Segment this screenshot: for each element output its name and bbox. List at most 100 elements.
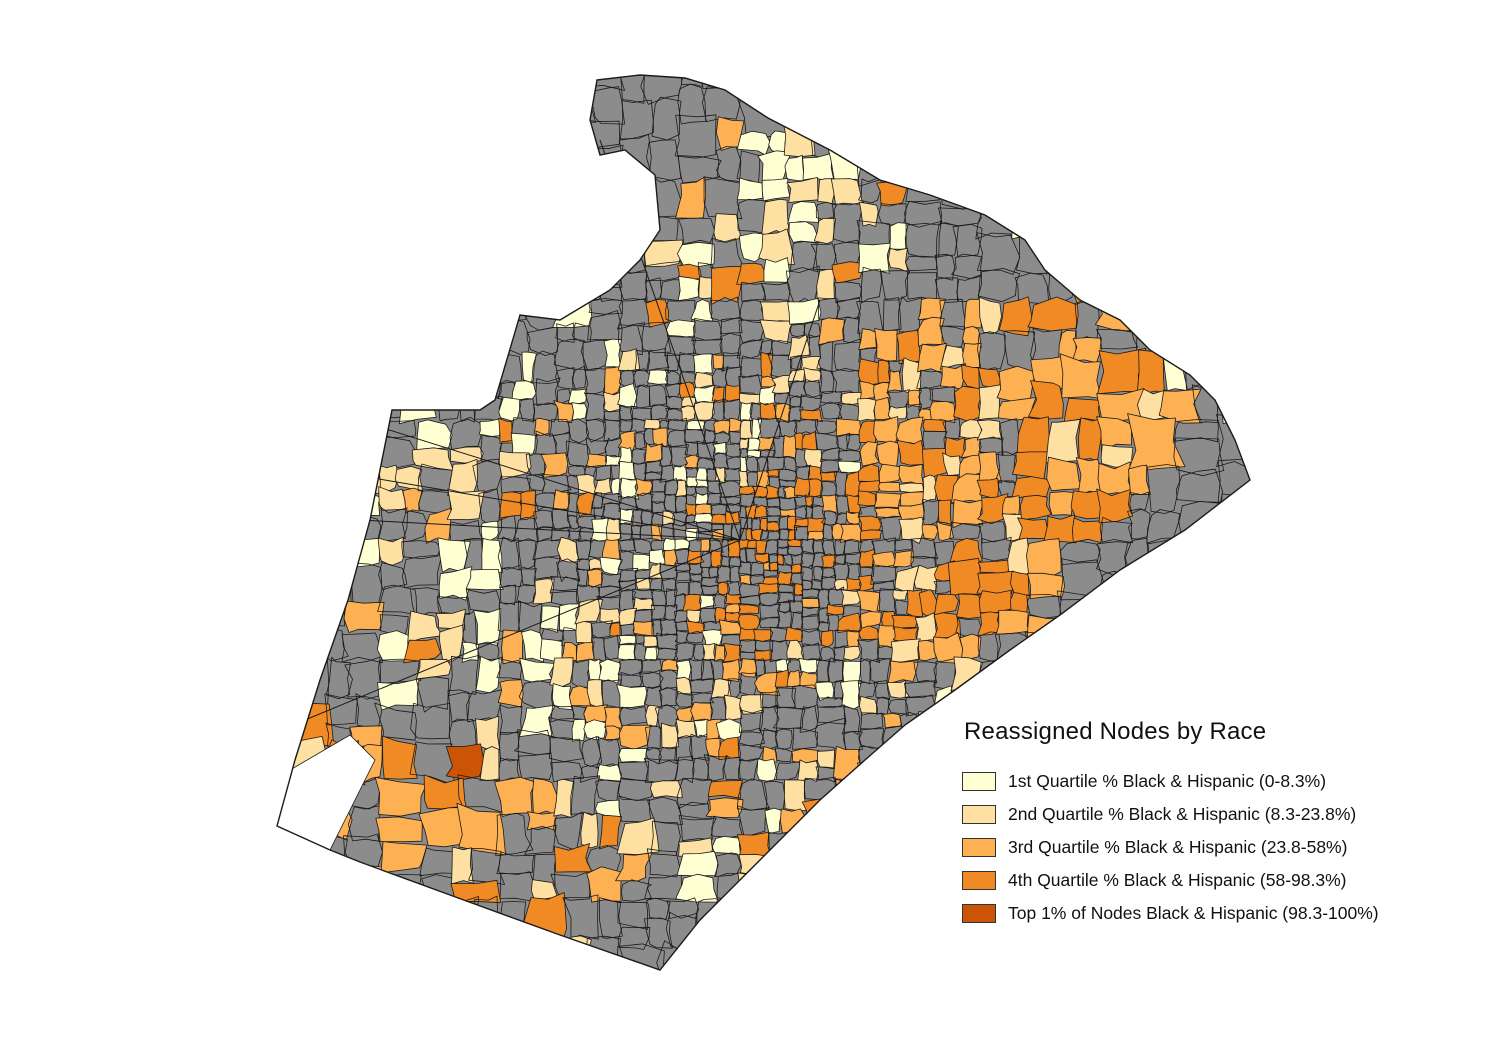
precinct-cell (349, 900, 380, 947)
precinct-cell (377, 678, 420, 711)
precinct-cell (821, 494, 838, 515)
precinct-cell (694, 485, 709, 496)
precinct-cell (601, 492, 622, 505)
precinct-cell (857, 761, 881, 782)
precinct-cell (827, 657, 844, 685)
legend-swatch (962, 871, 996, 890)
precinct-cell (759, 592, 781, 607)
precinct-cell (277, 932, 314, 965)
precinct-cell (808, 478, 822, 499)
precinct-cell (1002, 75, 1057, 116)
precinct-cell (949, 521, 981, 540)
precinct-cell (782, 75, 835, 84)
precinct-cell (1169, 101, 1223, 143)
precinct-cell (288, 420, 320, 449)
precinct-cell (480, 520, 499, 541)
precinct-cell (736, 338, 764, 359)
precinct-cell (783, 936, 827, 970)
precinct-cell (309, 370, 354, 425)
precinct-cell (788, 395, 802, 410)
precinct-cell (617, 901, 649, 930)
precinct-cell (712, 353, 724, 371)
precinct-cell (894, 538, 914, 552)
precinct-cell (1095, 597, 1132, 641)
precinct-cell (666, 897, 699, 919)
precinct-cell (543, 269, 579, 300)
precinct-cell (617, 926, 651, 950)
precinct-cell (759, 402, 776, 420)
precinct-cell (778, 601, 791, 613)
precinct-cell (620, 622, 637, 637)
precinct-cell (711, 513, 727, 525)
precinct-cell (962, 325, 982, 348)
precinct-cell (759, 704, 778, 734)
precinct-cell (1219, 133, 1249, 185)
precinct-cell (713, 899, 742, 942)
precinct-cell (873, 416, 899, 445)
precinct-cell (442, 980, 475, 1024)
legend-label: Top 1% of Nodes Black & Hispanic (98.3-1… (1008, 903, 1379, 923)
precinct-cell (922, 419, 947, 432)
precinct-cell (376, 900, 415, 953)
precinct-cell (883, 297, 902, 332)
precinct-cell (277, 442, 293, 476)
precinct-cell (910, 799, 945, 829)
precinct-cell (934, 253, 955, 281)
precinct-cell (876, 744, 903, 771)
precinct-cell (1147, 976, 1194, 1027)
precinct-cell (1242, 494, 1250, 546)
precinct-cell (1093, 228, 1145, 270)
precinct-cell (690, 691, 715, 705)
precinct-cell (887, 247, 909, 273)
precinct-cell (857, 398, 878, 423)
precinct-cell (910, 537, 939, 560)
precinct-cell (1097, 175, 1139, 232)
precinct-cell (775, 687, 797, 709)
precinct-cell (679, 803, 712, 821)
precinct-cell (379, 344, 409, 378)
precinct-cell (774, 728, 793, 750)
precinct-cell (688, 658, 705, 682)
precinct-cell (1128, 491, 1150, 515)
precinct-cell (650, 820, 681, 857)
precinct-cell (690, 701, 714, 724)
precinct-cell (446, 488, 485, 521)
legend-label: 1st Quartile % Black & Hispanic (0-8.3%) (1008, 771, 1327, 791)
precinct-cell (714, 643, 726, 662)
precinct-cell (949, 537, 983, 565)
precinct-cell (324, 693, 358, 726)
precinct-cell (859, 549, 876, 568)
precinct-cell (644, 917, 673, 949)
precinct-cell (829, 75, 861, 86)
precinct-cell (899, 482, 924, 493)
precinct-cell (1092, 137, 1154, 188)
precinct-cell (912, 740, 937, 760)
precinct-cell (311, 340, 352, 377)
precinct-cell (1240, 321, 1250, 365)
precinct-cell (684, 454, 699, 469)
precinct-cell (318, 510, 357, 545)
precinct-cell (820, 401, 843, 420)
precinct-cell (645, 747, 662, 765)
precinct-cell (816, 697, 843, 708)
precinct-cell (524, 251, 546, 277)
precinct-cell (295, 75, 343, 127)
precinct-cell (674, 114, 717, 159)
precinct-cell (526, 474, 546, 491)
precinct-cell (776, 546, 790, 556)
precinct-cell (409, 896, 448, 951)
precinct-cell (845, 433, 862, 452)
precinct-cell (1275, 298, 1317, 337)
precinct-cell (820, 630, 834, 648)
precinct-cell (840, 589, 862, 606)
precinct-cell (893, 550, 914, 568)
precinct-cell (615, 852, 653, 882)
precinct-cell (1297, 654, 1343, 704)
precinct-cell (776, 592, 796, 604)
precinct-cell (1027, 380, 1064, 420)
precinct-cell (590, 620, 613, 639)
precinct-cell (788, 221, 820, 244)
precinct-cell (650, 588, 667, 607)
precinct-cell (1212, 173, 1250, 237)
precinct-cell (907, 389, 922, 408)
